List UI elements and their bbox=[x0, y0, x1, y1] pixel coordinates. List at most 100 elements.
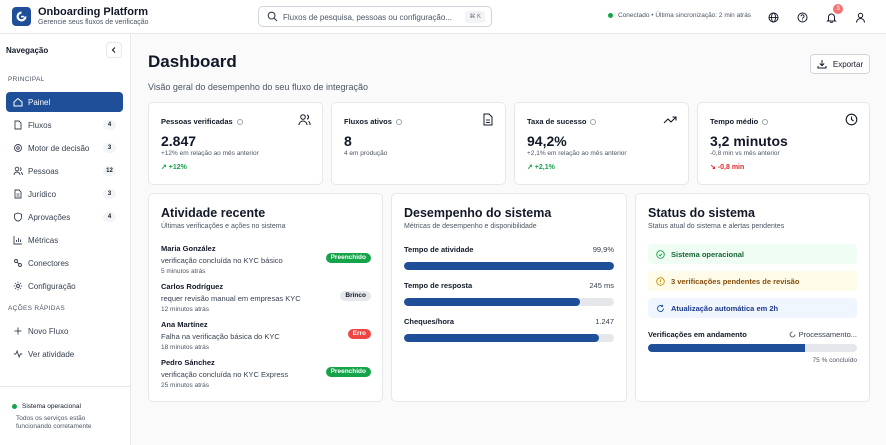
collapse-sidebar-button[interactable] bbox=[106, 42, 122, 58]
search-box[interactable]: Fluxos de pesquisa, pessoas ou configura… bbox=[258, 6, 492, 27]
kpi-card-success-rate: Taxa de sucesso 94,2% +2,1% em relação a… bbox=[514, 102, 689, 185]
sidebar-item-pessoas[interactable]: Pessoas 12 bbox=[6, 161, 123, 181]
metric-value: 1.247 bbox=[595, 317, 614, 326]
sidebar-item-metricas[interactable]: Métricas bbox=[6, 230, 123, 250]
sidebar-item-conectores[interactable]: Conectores bbox=[6, 253, 123, 273]
progress-fill bbox=[404, 298, 581, 306]
refresh-icon bbox=[657, 304, 664, 312]
verification-progress-bar bbox=[648, 344, 857, 352]
info-icon bbox=[395, 118, 402, 125]
progress-bar bbox=[404, 298, 614, 306]
sidebar-footer: Sistema operacional Todos os serviços es… bbox=[0, 386, 131, 445]
user-icon[interactable] bbox=[853, 10, 867, 24]
sidebar-item-count: 4 bbox=[103, 212, 116, 222]
progress-status-text: Processamento... bbox=[798, 330, 857, 339]
sidebar-item-motor-de-decisao[interactable]: Motor de decisão 3 bbox=[6, 138, 123, 158]
system-status-description: Todos os serviços estão funcionando corr… bbox=[16, 415, 92, 430]
kpi-value: 94,2% bbox=[527, 133, 567, 149]
trending-up-icon bbox=[663, 116, 677, 124]
sidebar-item-fluxos[interactable]: Fluxos 4 bbox=[6, 115, 123, 135]
alert-pending-reviews[interactable]: 3 verificações pendentes de revisão bbox=[648, 271, 857, 291]
activity-item[interactable]: Maria González verificação concluída no … bbox=[161, 244, 371, 278]
status-badge: Preenchido bbox=[325, 253, 371, 263]
page-title: Dashboard bbox=[148, 52, 237, 71]
alert-label: 3 verificações pendentes de revisão bbox=[671, 276, 800, 286]
sidebar-title: Navegação bbox=[6, 46, 49, 55]
activity-icon bbox=[13, 349, 23, 359]
logo-icon bbox=[16, 11, 27, 22]
activity-item[interactable]: Pedro Sánchez verificação concluída no K… bbox=[161, 358, 371, 392]
progress-bar bbox=[404, 262, 614, 270]
sidebar-item-label: Métricas bbox=[28, 236, 59, 245]
search-input[interactable]: Fluxos de pesquisa, pessoas ou configura… bbox=[283, 13, 452, 22]
sidebar-item-painel[interactable]: Painel bbox=[6, 92, 123, 112]
export-button[interactable]: Exportar bbox=[810, 54, 870, 74]
metric-value: 245 ms bbox=[589, 281, 614, 290]
quick-action-label: Novo Fluxo bbox=[28, 327, 69, 336]
search-icon bbox=[267, 11, 278, 22]
metric-label: Tempo de resposta bbox=[404, 281, 473, 290]
section-label-quick-actions: AÇÕES RÁPIDAS bbox=[8, 305, 65, 312]
card-title: Desempenho do sistema bbox=[404, 206, 552, 220]
shield-icon bbox=[14, 212, 22, 222]
system-status: Sistema operacional bbox=[12, 403, 81, 410]
users-icon bbox=[13, 166, 23, 176]
document-icon bbox=[14, 189, 22, 199]
app-logo[interactable] bbox=[12, 7, 31, 26]
notification-badge: 3 bbox=[833, 4, 843, 14]
system-performance-card: Desempenho do sistema Métricas de desemp… bbox=[391, 193, 627, 402]
chevron-left-icon bbox=[111, 47, 116, 53]
connection-status-text: Conectado • Última sincronização: 2 min … bbox=[618, 12, 752, 19]
activity-time: 18 minutos atrás bbox=[161, 344, 210, 351]
status-badge: Erro bbox=[347, 329, 371, 339]
kpi-title: Taxa de sucesso bbox=[527, 117, 597, 126]
spinner-icon bbox=[789, 331, 796, 338]
kpi-title: Tempo médio bbox=[710, 117, 769, 126]
quick-action-new-flow[interactable]: Novo Fluxo bbox=[6, 321, 123, 341]
kpi-title: Fluxos ativos bbox=[344, 117, 402, 126]
activity-item[interactable]: Carlos Rodríguez requer revisão manual e… bbox=[161, 282, 371, 316]
kpi-note: -0,8 min vs mês anterior bbox=[710, 150, 780, 157]
alert-auto-update[interactable]: Atualização automática em 2h bbox=[648, 298, 857, 318]
search-shortcut: ⌘ K bbox=[465, 11, 485, 23]
file-icon bbox=[483, 113, 493, 126]
progress-percent: 75 % concluído bbox=[812, 357, 857, 364]
kpi-note: +2,1% em relação ao mês anterior bbox=[527, 150, 627, 157]
sidebar-item-label: Jurídico bbox=[28, 190, 57, 199]
kpi-delta: ↗ +12% bbox=[161, 164, 187, 171]
kpi-delta: ↗ +2,1% bbox=[527, 164, 555, 171]
users-icon bbox=[298, 114, 311, 126]
alert-label: Sistema operacional bbox=[671, 249, 744, 259]
info-icon bbox=[590, 118, 597, 125]
clock-icon bbox=[845, 113, 858, 126]
top-header: Onboarding Platform Gerencie seus fluxos… bbox=[0, 0, 886, 34]
status-badge: Brinco bbox=[340, 291, 371, 301]
status-badge: Preenchido bbox=[325, 367, 371, 377]
help-icon[interactable] bbox=[795, 10, 809, 24]
alert-system-operational[interactable]: Sistema operacional bbox=[648, 244, 857, 264]
activity-item[interactable]: Ana Martínez Falha na verificação básica… bbox=[161, 320, 371, 354]
sidebar-item-label: Conectores bbox=[28, 259, 69, 268]
sidebar-item-configuracao[interactable]: Configuração bbox=[6, 276, 123, 296]
sidebar-item-aprovacoes[interactable]: Aprovações 4 bbox=[6, 207, 123, 227]
globe-icon[interactable] bbox=[766, 10, 780, 24]
sidebar-item-label: Pessoas bbox=[28, 167, 59, 176]
card-subtitle: Métricas de desempenho e disponibilidade bbox=[404, 223, 537, 230]
sidebar-item-label: Motor de decisão bbox=[28, 144, 90, 153]
progress-bar bbox=[404, 334, 614, 342]
activity-name: Ana Martínez bbox=[161, 320, 208, 329]
bell-icon[interactable] bbox=[824, 10, 838, 24]
progress-label: Verificações em andamento bbox=[648, 330, 747, 339]
activity-name: Maria González bbox=[161, 244, 216, 253]
activity-time: 5 minutos atrás bbox=[161, 268, 206, 275]
chart-icon bbox=[13, 236, 22, 245]
gear-icon bbox=[14, 144, 22, 152]
progress-fill bbox=[648, 344, 805, 352]
activity-description: verificação concluída no KYC Express bbox=[161, 370, 289, 379]
file-icon bbox=[14, 120, 22, 130]
sidebar-item-label: Painel bbox=[28, 98, 51, 107]
plug-icon bbox=[14, 259, 22, 267]
sidebar-item-juridico[interactable]: Jurídico 3 bbox=[6, 184, 123, 204]
quick-action-view-activity[interactable]: Ver atividade bbox=[6, 344, 123, 364]
sidebar-item-count: 3 bbox=[103, 143, 116, 153]
